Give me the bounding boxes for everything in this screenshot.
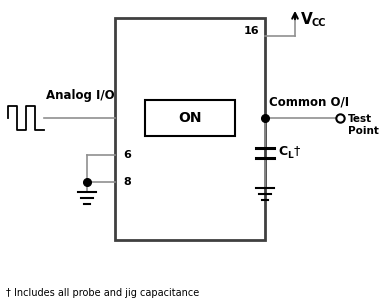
Bar [145, 100, 235, 136]
Text: V: V [301, 12, 313, 27]
Text: †: † [294, 144, 300, 158]
Text: Test
Point: Test Point [348, 114, 379, 136]
Text: † Includes all probe and jig capacitance: † Includes all probe and jig capacitance [6, 288, 199, 298]
Text: C: C [278, 144, 287, 158]
Text: L: L [287, 151, 293, 159]
Text: 8: 8 [123, 177, 131, 187]
Text: CC: CC [312, 18, 326, 28]
Text: Analog I/O: Analog I/O [46, 89, 114, 102]
Text: 6: 6 [123, 150, 131, 160]
Text: Common O/I: Common O/I [269, 95, 349, 108]
Bar [115, 18, 265, 240]
Text: ON: ON [178, 111, 202, 125]
Text: 16: 16 [244, 26, 259, 36]
